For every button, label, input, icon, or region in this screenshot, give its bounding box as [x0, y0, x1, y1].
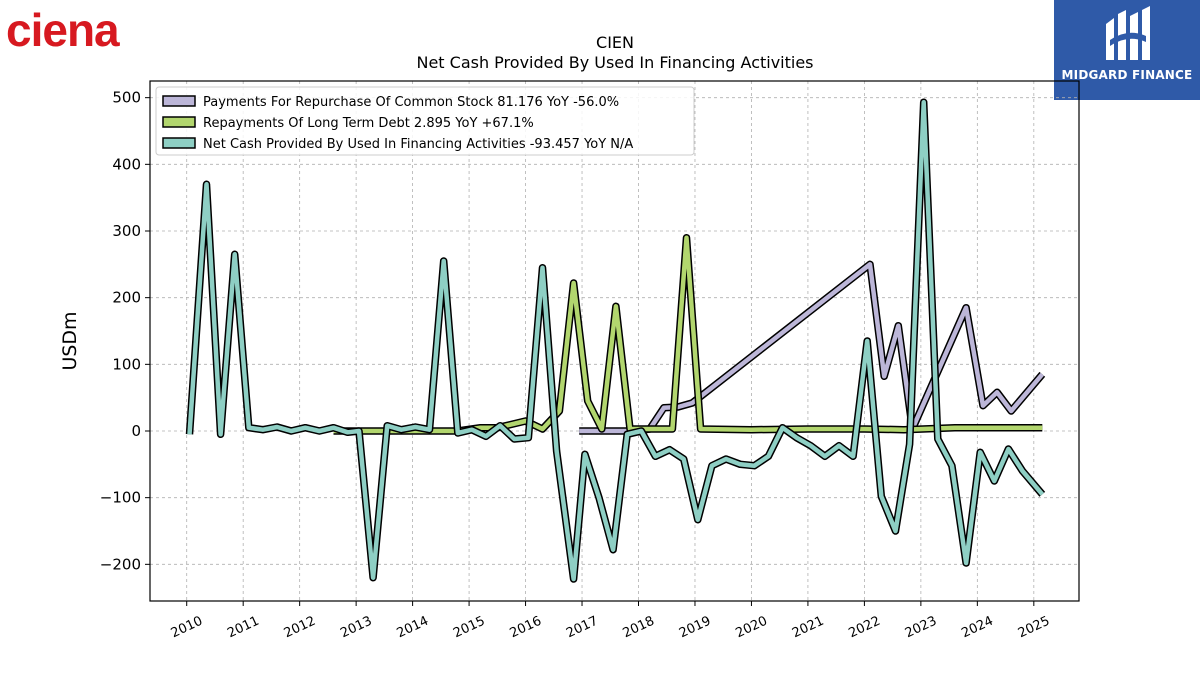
y-tick-label: 400 [112, 155, 141, 173]
series-layer [185, 98, 1046, 583]
legend-label: Net Cash Provided By Used In Financing A… [203, 137, 633, 152]
legend: Payments For Repurchase Of Common Stock … [155, 86, 695, 156]
x-tick-label: 2025 [1016, 614, 1052, 642]
legend-swatch [162, 137, 196, 149]
series-repurchase-stock [579, 260, 1046, 435]
x-tick-label: 2012 [282, 614, 318, 642]
legend-swatch [162, 116, 196, 128]
series-net-financing-line [187, 100, 1045, 582]
x-tick-label: 2015 [451, 614, 487, 642]
x-tick-label: 2024 [959, 614, 995, 642]
x-tick-label: 2023 [903, 614, 939, 642]
series-repurchase-stock-line [579, 262, 1045, 434]
chart-subtitle: Net Cash Provided By Used In Financing A… [416, 53, 813, 72]
y-tick-label: 200 [112, 289, 141, 307]
y-tick-label: −100 [100, 489, 141, 507]
y-tick-label: 500 [112, 89, 141, 107]
x-tick-label: 2020 [733, 614, 769, 642]
x-tick-label: 2022 [846, 614, 882, 642]
x-tick-label: 2016 [508, 614, 544, 642]
series-net-financing [185, 98, 1046, 583]
legend-swatch [162, 95, 196, 107]
midgard-finance-wordmark: MIDGARD FINANCE [1061, 68, 1193, 82]
y-tick-label: 100 [112, 355, 141, 373]
y-tick-label: 0 [131, 422, 141, 440]
x-tick-label: 2013 [338, 614, 374, 642]
x-tick-label: 2010 [169, 614, 205, 642]
x-tick-label: 2018 [621, 614, 657, 642]
legend-label: Payments For Repurchase Of Common Stock … [203, 95, 619, 110]
y-axis-label: USDm [59, 311, 81, 370]
plot-frame [149, 80, 1080, 602]
chart-title: CIEN [596, 33, 634, 52]
x-tick-label: 2017 [564, 614, 600, 642]
ciena-logo-text: ciena [6, 4, 120, 54]
legend-label: Repayments Of Long Term Debt 2.895 YoY +… [203, 116, 534, 131]
x-tick-label: 2019 [677, 614, 713, 642]
legend-box [155, 86, 695, 156]
y-axis-ticks: 500 400 300 200 100 0 −100 −200 [100, 89, 150, 573]
midgard-finance-logo: MIDGARD FINANCE [1054, 0, 1200, 100]
x-tick-label: 2021 [790, 614, 826, 642]
x-tick-label: 2014 [395, 614, 431, 642]
ciena-logo: ciena [6, 2, 156, 56]
x-tick-label: 2011 [225, 614, 261, 642]
x-axis-ticks: 2010 2011 2012 2013 2014 2015 2016 2017 2018 2019… [169, 601, 1052, 641]
y-tick-label: −200 [100, 555, 141, 573]
y-tick-label: 300 [112, 222, 141, 240]
midgard-emblem-icon [1106, 6, 1150, 60]
